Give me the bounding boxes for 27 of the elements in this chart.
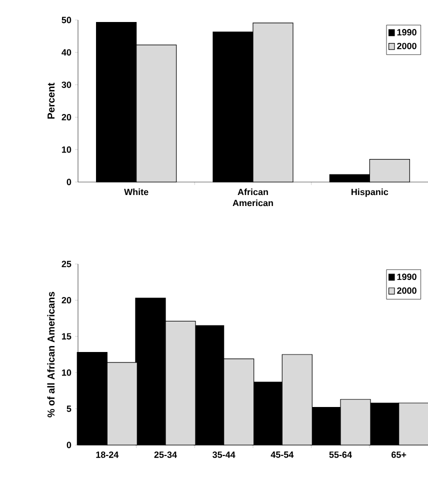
y-tick-label: 5 <box>66 406 72 412</box>
legend-label: 2000 <box>397 42 416 50</box>
x-tick-label: 55-64 <box>329 452 352 458</box>
y-tick-label: 10 <box>62 369 72 376</box>
y-tick-label: 20 <box>62 114 72 120</box>
y-tick-label: 50 <box>62 16 72 24</box>
legend-label: 2000 <box>397 287 416 294</box>
y-tick-label: 15 <box>62 333 72 340</box>
y-tick-label: 0 <box>66 178 72 186</box>
x-tick-label: 45-54 <box>270 452 294 458</box>
y-tick-label: 40 <box>62 49 72 56</box>
y-tick-label: 25 <box>62 260 72 268</box>
legend-label: 1990 <box>397 274 416 280</box>
x-tick-label: 25-34 <box>154 452 177 458</box>
x-tick-label: African American <box>232 188 273 206</box>
y-axis-title: Percent <box>48 82 55 119</box>
y-tick-label: 30 <box>62 82 72 88</box>
x-tick-label: 35-44 <box>212 452 236 458</box>
legend-label: 1990 <box>397 29 416 36</box>
x-tick-label: Hispanic <box>352 188 388 197</box>
x-tick-label: 65+ <box>392 452 406 458</box>
y-tick-label: 0 <box>66 442 72 448</box>
y-axis-title: % of all African Americans <box>47 292 55 418</box>
y-tick-label: 20 <box>62 297 72 304</box>
x-tick-label: White <box>124 188 148 196</box>
y-tick-label: 10 <box>62 146 72 153</box>
x-tick-label: 18-24 <box>96 452 119 458</box>
